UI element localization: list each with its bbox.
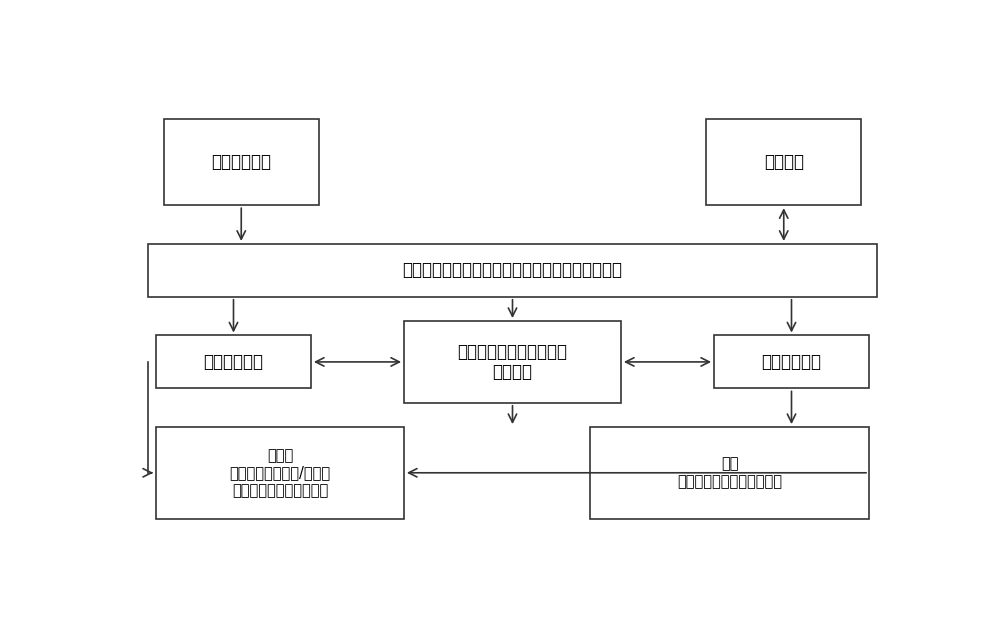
Text: 无线通信模块: 无线通信模块 [204,353,264,371]
Bar [706,118,861,205]
Bar [164,118,319,205]
Bar [714,336,869,388]
Bar [148,244,877,297]
Text: 电机驱动模块: 电机驱动模块 [762,353,822,371]
Text: 电源管理模块，协调电池充电及电池给各部件供电: 电源管理模块，协调电池充电及电池给各部件供电 [402,261,622,279]
Text: 数据采集处理及电机控制
微处理器: 数据采集处理及电机控制 微处理器 [458,342,568,381]
Text: 太阳能电池板: 太阳能电池板 [211,153,271,171]
Text: 充电电池: 充电电池 [764,153,804,171]
Bar [590,427,869,518]
Bar [156,427,404,518]
Bar [404,321,621,403]
Text: 电机
（轮毂、升降、倾角调节）: 电机 （轮毂、升降、倾角调节） [677,456,782,489]
Text: 传感器
（自动导引，电压/电流，
升降，倾斜角，温度等）: 传感器 （自动导引，电压/电流， 升降，倾斜角，温度等） [229,448,331,498]
Bar [156,336,311,388]
